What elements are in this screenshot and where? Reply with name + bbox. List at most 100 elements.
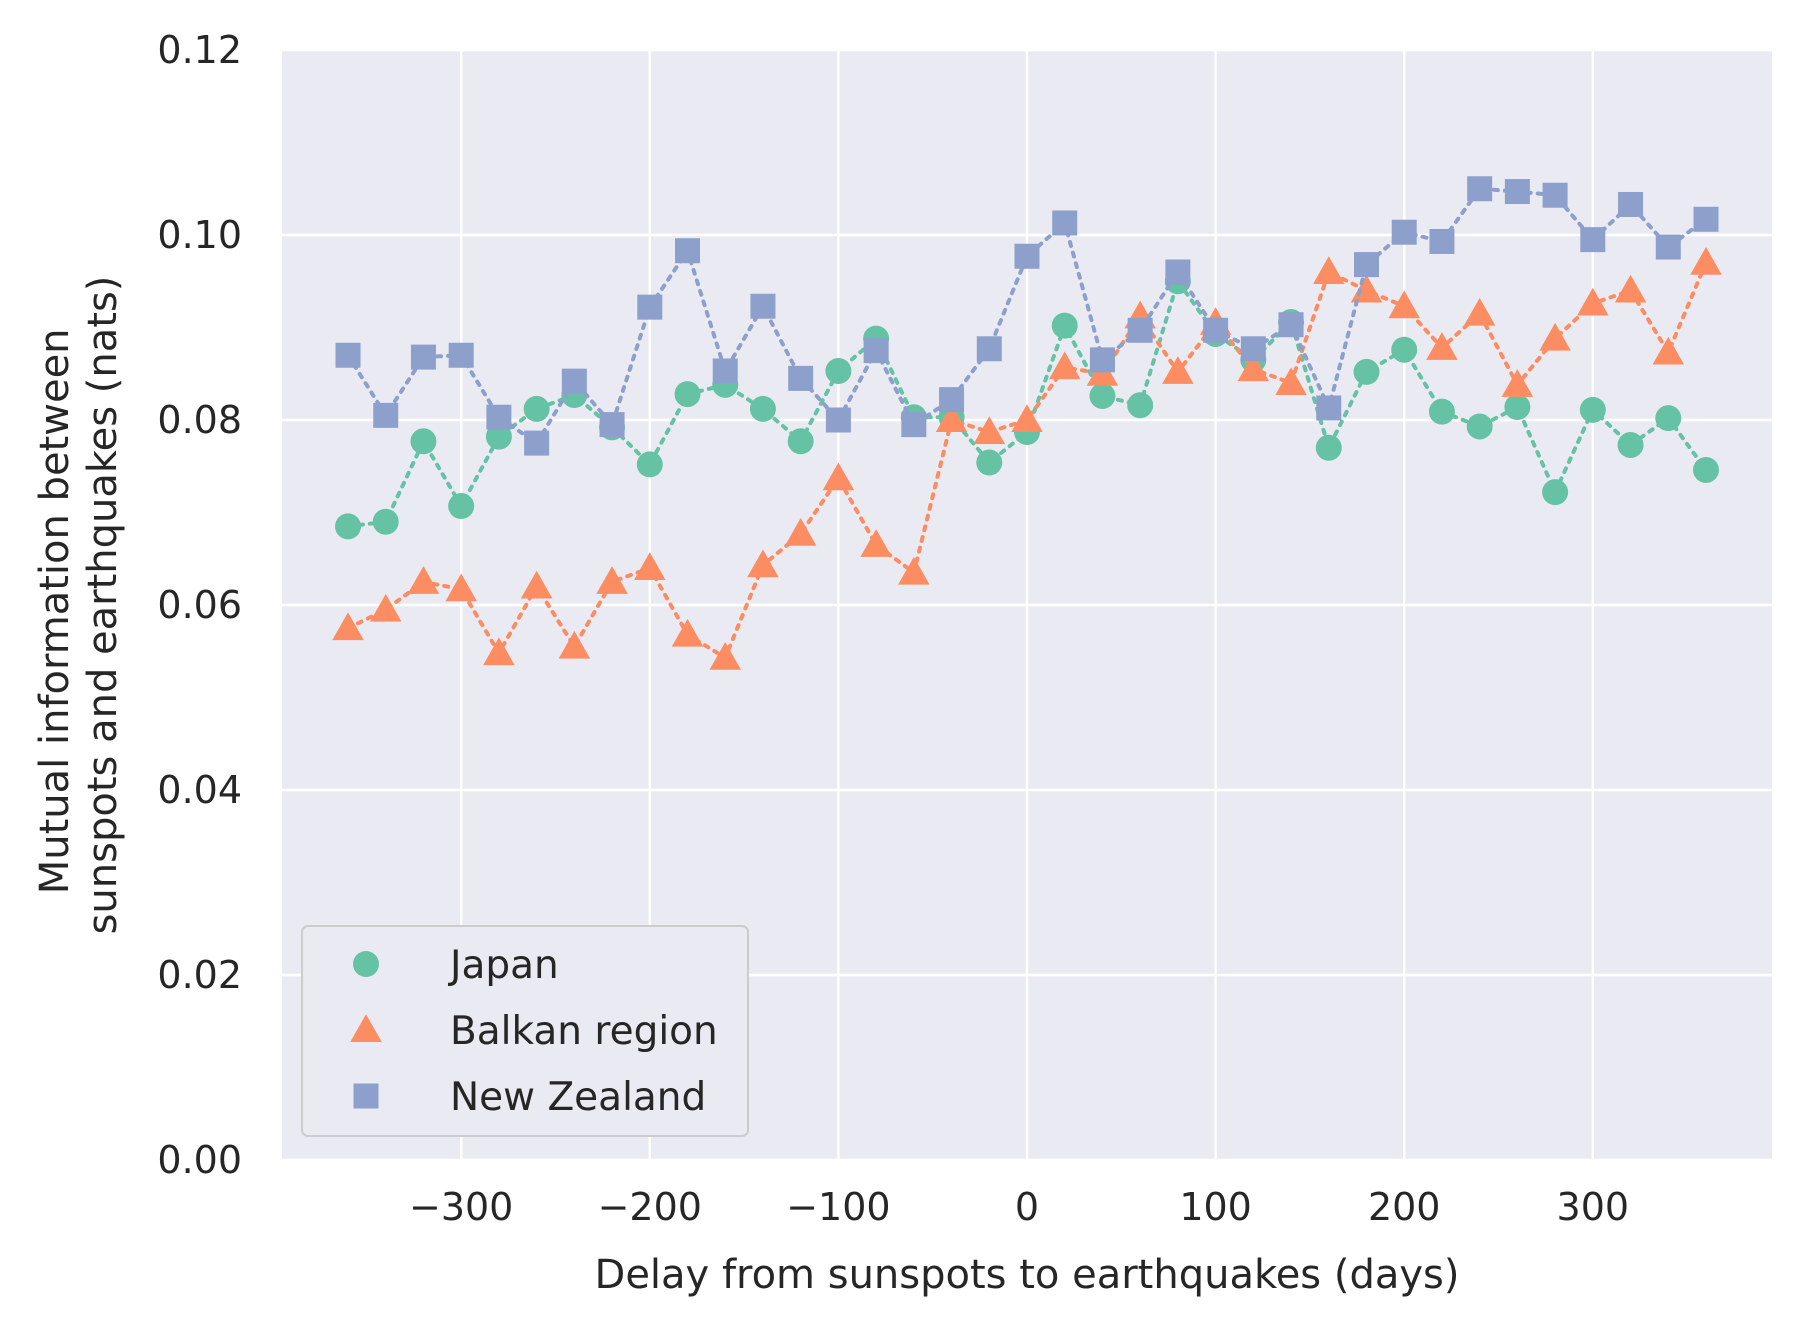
data-point-japan bbox=[1692, 456, 1719, 483]
data-point-japan bbox=[1127, 392, 1154, 419]
data-point-new-zealand bbox=[335, 342, 361, 368]
data-point-japan bbox=[976, 449, 1003, 476]
y-tick-label: 0.10 bbox=[157, 213, 242, 257]
data-point-japan bbox=[410, 428, 437, 455]
data-point-new-zealand bbox=[1165, 259, 1191, 285]
data-point-new-zealand bbox=[1089, 347, 1115, 373]
data-point-new-zealand bbox=[863, 338, 889, 364]
data-point-japan bbox=[1089, 382, 1116, 409]
data-point-new-zealand bbox=[939, 387, 965, 413]
data-point-balkan-region bbox=[1162, 356, 1194, 384]
data-point-new-zealand bbox=[373, 402, 399, 428]
data-point-japan bbox=[1466, 413, 1493, 440]
data-point-balkan-region bbox=[1614, 274, 1647, 303]
data-point-japan bbox=[335, 513, 362, 540]
data-point-balkan-region bbox=[407, 566, 440, 594]
data-point-new-zealand bbox=[675, 238, 701, 264]
x-tick-label: −200 bbox=[598, 1185, 702, 1229]
data-point-new-zealand bbox=[410, 344, 436, 370]
data-point-japan bbox=[485, 423, 512, 450]
data-point-new-zealand bbox=[1203, 317, 1229, 343]
y-tick-label: 0.04 bbox=[157, 768, 242, 812]
data-point-balkan-region bbox=[1388, 290, 1420, 319]
data-point-balkan-region bbox=[973, 416, 1006, 445]
data-point-new-zealand bbox=[1693, 206, 1719, 232]
data-point-japan bbox=[448, 493, 475, 520]
y-tick-label: 0.06 bbox=[157, 583, 242, 627]
data-point-new-zealand bbox=[788, 365, 814, 391]
data-point-japan bbox=[1353, 358, 1380, 385]
data-point-balkan-region bbox=[558, 630, 591, 659]
data-point-new-zealand bbox=[901, 412, 927, 438]
data-point-new-zealand bbox=[599, 412, 625, 438]
x-tick-label: −300 bbox=[409, 1185, 513, 1229]
data-point-new-zealand bbox=[637, 294, 663, 320]
data-point-new-zealand bbox=[1542, 182, 1568, 208]
data-point-japan bbox=[1051, 312, 1078, 339]
data-point-japan bbox=[1504, 394, 1531, 421]
data-point-japan bbox=[1315, 434, 1342, 461]
data-point-balkan-region bbox=[898, 556, 930, 585]
data-point-japan bbox=[1542, 479, 1569, 506]
series-layer bbox=[332, 176, 1722, 670]
data-point-balkan-region bbox=[369, 593, 402, 622]
y-axis-label-line-2: sunspots and earthquakes (nats) bbox=[80, 276, 126, 935]
data-point-new-zealand bbox=[1429, 228, 1455, 254]
data-point-new-zealand bbox=[524, 430, 550, 456]
data-point-balkan-region bbox=[596, 566, 628, 594]
x-tick-label: 100 bbox=[1179, 1185, 1252, 1229]
legend-label-japan: Japan bbox=[447, 943, 559, 988]
data-point-balkan-region bbox=[935, 404, 968, 432]
data-point-japan bbox=[1428, 398, 1455, 425]
data-point-japan bbox=[523, 395, 550, 422]
data-point-balkan-region bbox=[634, 552, 666, 580]
legend-marker-balkan-region bbox=[350, 1014, 382, 1042]
data-point-new-zealand bbox=[1316, 395, 1342, 421]
data-point-balkan-region bbox=[1463, 297, 1496, 326]
data-point-balkan-region bbox=[1501, 369, 1534, 397]
data-point-japan bbox=[749, 395, 776, 422]
data-point-new-zealand bbox=[1618, 191, 1644, 217]
data-point-balkan-region bbox=[671, 618, 704, 647]
legend-label-balkan-region: Balkan region bbox=[450, 1009, 718, 1054]
data-point-new-zealand bbox=[486, 404, 512, 430]
data-point-new-zealand bbox=[448, 342, 474, 368]
data-point-japan bbox=[1617, 431, 1644, 458]
data-point-new-zealand bbox=[1655, 234, 1681, 260]
data-point-balkan-region bbox=[709, 641, 741, 670]
data-point-new-zealand bbox=[750, 293, 776, 319]
data-point-new-zealand bbox=[1391, 219, 1417, 245]
data-point-new-zealand bbox=[1353, 252, 1379, 278]
data-point-new-zealand bbox=[712, 358, 738, 384]
data-point-balkan-region bbox=[520, 570, 553, 599]
grid bbox=[282, 48, 1772, 1162]
legend-label-new-zealand: New Zealand bbox=[450, 1075, 706, 1120]
legend-marker-new-zealand bbox=[353, 1083, 379, 1109]
data-point-balkan-region bbox=[1313, 256, 1345, 284]
data-point-japan bbox=[825, 357, 852, 384]
x-axis-label: Delay from sunspots to earthquakes (days… bbox=[595, 1252, 1460, 1298]
data-point-balkan-region bbox=[747, 549, 779, 578]
data-point-balkan-region bbox=[1237, 353, 1270, 382]
data-point-new-zealand bbox=[1467, 176, 1493, 202]
x-tick-label: −100 bbox=[786, 1185, 890, 1229]
data-point-balkan-region bbox=[1539, 322, 1571, 351]
y-tick-label: 0.02 bbox=[157, 953, 242, 997]
data-point-new-zealand bbox=[976, 336, 1002, 362]
data-point-new-zealand bbox=[1504, 179, 1530, 205]
data-point-japan bbox=[1579, 396, 1606, 423]
data-point-new-zealand bbox=[1580, 227, 1606, 253]
x-tick-label: 200 bbox=[1368, 1185, 1441, 1229]
legend-box bbox=[301, 925, 749, 1137]
data-point-balkan-region bbox=[1011, 404, 1043, 432]
y-tick-label: 0.00 bbox=[157, 1138, 242, 1182]
data-point-new-zealand bbox=[561, 368, 587, 394]
data-point-balkan-region bbox=[784, 518, 817, 546]
legend: Japan Balkan region New Zealand bbox=[301, 925, 749, 1137]
data-point-balkan-region bbox=[1690, 247, 1722, 275]
y-axis-label-line-1: Mutual information between bbox=[32, 328, 78, 894]
series-new-zealand bbox=[335, 176, 1719, 456]
data-point-japan bbox=[787, 428, 814, 455]
y-axis-label: Mutual information between sunspots and … bbox=[32, 276, 126, 935]
